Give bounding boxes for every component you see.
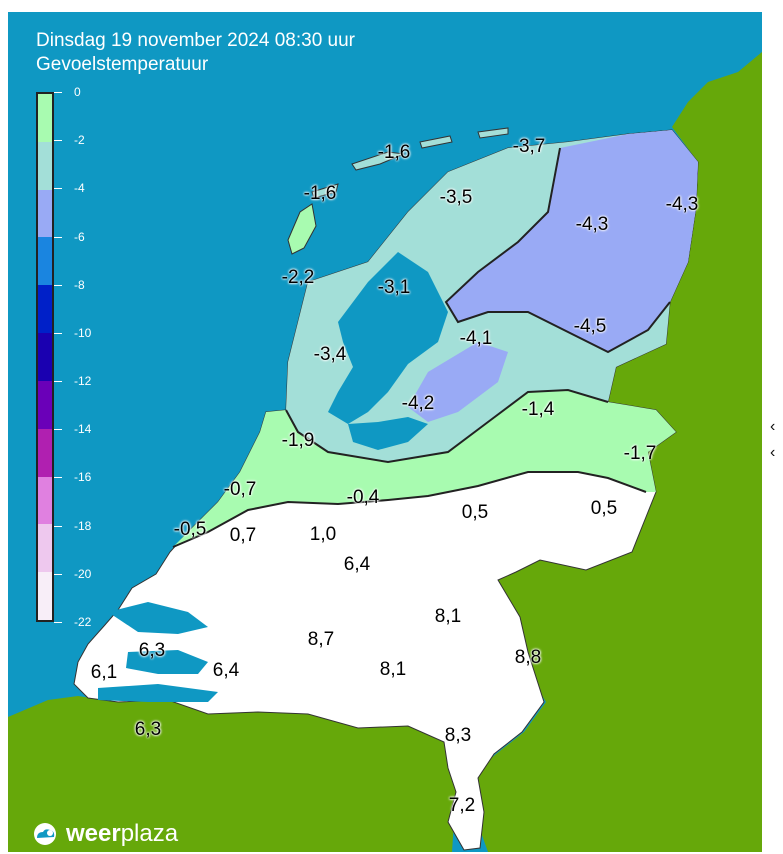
weather-map: Dinsdag 19 november 2024 08:30 uur Gevoe… [8,12,762,852]
legend-tick [54,525,62,527]
legend-segment [38,572,52,620]
legend-label: -18 [74,518,92,533]
legend-segment [38,333,52,381]
legend-tick [54,236,62,238]
value-nijmegen: 8,1 [434,606,462,627]
terschelling-island [351,151,406,171]
legend-label: -22 [74,615,92,629]
value-drenthe: -4,5 [573,316,607,337]
legend-segment [38,476,52,525]
legend-label: -4 [74,181,85,196]
belgium-land [8,696,456,852]
legend-tick [54,622,62,623]
value-breda: 8,7 [307,629,335,650]
legend-label: -16 [74,470,92,485]
weerplaza-logo: weerplaza [30,820,178,848]
value-noordoostpolder: -4,1 [459,328,493,349]
legend-tick [54,92,62,93]
value-roermond: 8,3 [444,725,472,746]
legend-tick [54,477,62,479]
value-gelderland-north: -1,4 [521,399,555,420]
value-vlieland: -1,6 [303,183,337,204]
legend-segment [38,524,52,573]
value-amsterdam: -1,9 [281,430,315,451]
zeeland-water-2 [126,650,208,674]
ameland-island [419,135,453,149]
value-goeree: 6,3 [138,640,166,661]
map-title: Dinsdag 19 november 2024 08:30 uur [36,30,356,51]
legend-label: -10 [74,325,92,340]
value-gorinchem: 6,4 [343,554,371,575]
band-minus4-flevoland [408,342,508,422]
legend-tick [54,284,62,286]
value-friesland: -3,5 [439,187,473,208]
isotherm-0 [172,471,647,548]
legend-label: -6 [74,229,85,244]
legend-label: -20 [74,566,92,581]
legend-label: -8 [74,277,85,292]
texel-island [287,203,317,255]
value-noord-holland: -3,4 [313,344,347,365]
isotherm-minus2 [285,388,609,464]
value-venlo: 8,8 [514,647,542,668]
value-rotterdam: 0,7 [229,525,257,546]
logo-text-plaza: plaza [120,820,179,847]
germany-land [476,52,762,852]
value-dordrecht: 1,0 [309,524,337,545]
value-den-helder: -2,2 [281,267,315,288]
value-achterhoek: 0,5 [590,498,618,519]
value-maastricht: 7,2 [448,795,476,816]
schiermonnikoog-island [477,127,509,139]
edge-marker-1: ‹ [770,418,776,435]
value-utrecht: -0,4 [346,487,380,508]
zeeland-water-3 [98,684,218,702]
ijsselmeer-water [328,252,448,424]
value-walcheren: 6,1 [90,662,118,683]
legend-tick [54,188,62,190]
value-hoek-van-holland: -0,5 [173,519,207,540]
zeeland-water-1 [108,602,208,634]
map-canvas [8,52,762,852]
legend-label: -14 [74,422,92,437]
legend-segment [38,94,52,142]
value-ameland: -1,6 [377,142,411,163]
isotherm-minus4 [444,147,671,354]
vlieland-island [311,183,339,199]
cloud-sun-icon [34,823,56,845]
legend-tick [54,332,62,334]
value-zeeuws-vlaanderen: 6,3 [134,719,162,740]
value-twente: -1,7 [623,443,657,464]
legend-segment [38,380,52,429]
legend-tick [54,140,62,142]
value-delfzijl: -4,3 [665,194,699,215]
band-minus4-to-minus6 [446,130,698,352]
edge-marker-2: ‹ [770,444,776,461]
edge-markers: ‹ ‹ [770,414,775,466]
legend-segment [38,285,52,334]
legend-label: -2 [74,133,85,148]
value-ijsselmeer: -3,1 [377,277,411,298]
markermeer-water [348,417,428,450]
legend-segment [38,237,52,286]
band-0-to-minus2 [173,390,676,547]
value-leiden: -0,7 [223,479,257,500]
legend-colorbar [36,92,54,622]
legend-tick [54,381,62,383]
value-flevoland: -4,2 [401,393,435,414]
legend-label: 0 [74,85,81,99]
legend-tick [54,429,62,431]
value-eindhoven: 8,1 [379,659,407,680]
value-schiermonnikoog: -3,7 [512,136,546,157]
value-bergen-op-zoom: 6,4 [212,660,240,681]
logo-text-weer: weer [66,820,121,847]
legend-tick [54,573,62,575]
legend-segment [38,141,52,190]
value-betuwe: 0,5 [461,502,489,523]
legend-label: -12 [74,374,92,389]
legend-segment [38,428,52,477]
map-subtitle: Gevoelstemperatuur [36,54,209,75]
value-groningen: -4,3 [575,214,609,235]
legend-segment [38,189,52,238]
